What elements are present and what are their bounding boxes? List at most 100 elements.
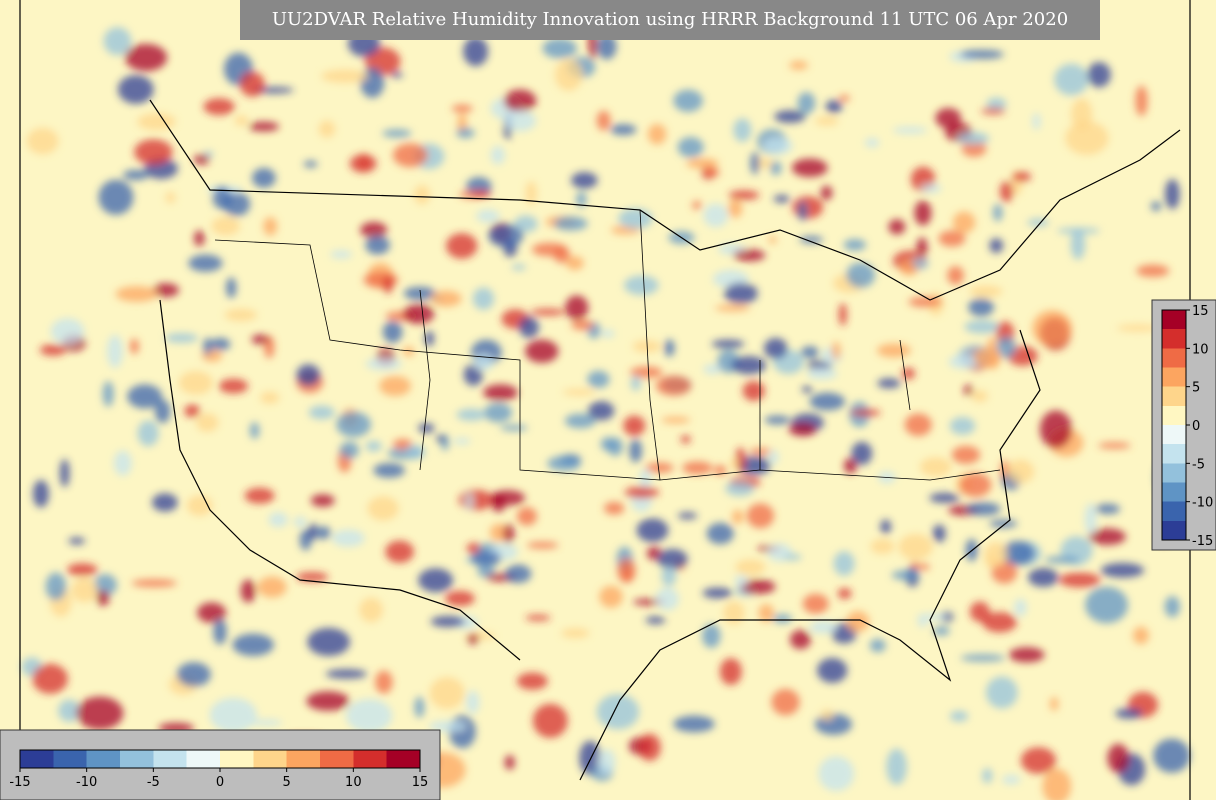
field-blob	[525, 181, 537, 205]
field-blob	[428, 720, 467, 732]
tick-label: -10	[76, 775, 97, 790]
field-blob	[476, 209, 500, 223]
field-blob	[210, 337, 231, 351]
field-blob	[661, 566, 677, 587]
field-blob	[213, 618, 227, 645]
field-blob	[296, 572, 329, 582]
field-blob	[383, 275, 393, 294]
field-blob	[1116, 324, 1160, 332]
field-blob	[734, 574, 748, 588]
field-blob	[1027, 218, 1049, 227]
field-blob	[1008, 647, 1045, 663]
field-blob	[645, 616, 666, 625]
field-blob	[680, 435, 691, 444]
field-blob	[617, 558, 636, 583]
field-blob	[232, 633, 274, 657]
field-blob	[904, 413, 932, 437]
field-blob	[630, 375, 641, 391]
field-blob	[846, 262, 876, 288]
field-blob	[1042, 768, 1072, 800]
field-blob	[392, 143, 428, 168]
field-blob	[702, 587, 733, 599]
field-blob	[981, 107, 1006, 115]
field-blob	[491, 493, 506, 513]
field-blob	[336, 411, 372, 438]
field-blob	[735, 559, 766, 576]
field-blob	[908, 296, 943, 308]
field-blob	[933, 626, 950, 636]
field-blob	[390, 71, 403, 78]
field-blob	[184, 404, 201, 418]
field-blob	[122, 169, 149, 181]
field-blob	[131, 579, 178, 588]
field-blob	[473, 354, 494, 371]
field-blob	[32, 479, 49, 508]
field-blob	[296, 364, 321, 386]
field-blob	[714, 304, 751, 312]
field-blob	[464, 492, 474, 511]
field-blob	[339, 441, 360, 459]
field-blob	[814, 116, 839, 126]
field-blob	[673, 89, 703, 112]
field-blob	[692, 201, 702, 210]
field-blob	[263, 217, 278, 236]
field-blob	[446, 233, 478, 259]
field-blob	[103, 27, 132, 56]
field-blob	[969, 601, 990, 622]
field-blob	[996, 336, 1016, 359]
field-blob	[151, 493, 178, 512]
field-blob	[951, 445, 981, 464]
field-blob	[50, 318, 85, 345]
field-blob	[107, 334, 123, 368]
field-blob	[1100, 562, 1145, 578]
field-blob	[731, 356, 767, 375]
field-blob	[914, 200, 932, 226]
field-blob	[331, 529, 365, 547]
field-blob	[530, 308, 566, 316]
field-blob	[1012, 171, 1031, 182]
field-blob	[252, 167, 276, 188]
field-blob	[916, 613, 948, 621]
colorbar-ticks: -15 -10 -5 0 5 10 15	[1186, 304, 1213, 549]
field-blob	[929, 492, 960, 503]
field-blob	[733, 249, 766, 262]
field-blob	[303, 160, 318, 168]
field-blob	[818, 756, 855, 792]
field-blob	[308, 405, 335, 420]
field-blob	[948, 354, 979, 369]
field-blob	[1095, 503, 1121, 515]
field-blob	[134, 139, 173, 165]
field-blob	[26, 127, 59, 155]
field-blob	[791, 158, 828, 178]
field-blob	[514, 215, 538, 233]
field-blob	[365, 440, 382, 452]
field-blob	[806, 367, 838, 380]
field-blob	[607, 437, 623, 457]
field-blob	[553, 216, 588, 231]
field-blob	[763, 337, 788, 359]
field-blob	[714, 465, 727, 476]
field-blob	[846, 611, 870, 633]
field-blob	[1107, 743, 1130, 773]
field-blob	[203, 337, 213, 356]
field-blob	[403, 346, 415, 357]
field-blob	[226, 277, 237, 299]
field-blob	[76, 696, 124, 730]
field-blob	[516, 507, 537, 526]
field-blob	[458, 489, 494, 511]
field-blob	[561, 628, 590, 639]
field-blob	[783, 553, 802, 561]
field-blob	[325, 669, 367, 679]
field-blob	[797, 92, 816, 114]
field-blob	[436, 434, 446, 443]
field-blob	[891, 570, 919, 580]
field-blob	[746, 503, 775, 529]
field-blob	[1070, 229, 1086, 260]
field-blob	[768, 236, 777, 244]
field-blob	[702, 623, 721, 648]
field-blob	[360, 221, 388, 238]
field-blob	[725, 481, 755, 497]
colorbar-ticks: -15 -10 -5 0 5 10 15	[9, 768, 428, 790]
field-blob	[989, 519, 1018, 528]
